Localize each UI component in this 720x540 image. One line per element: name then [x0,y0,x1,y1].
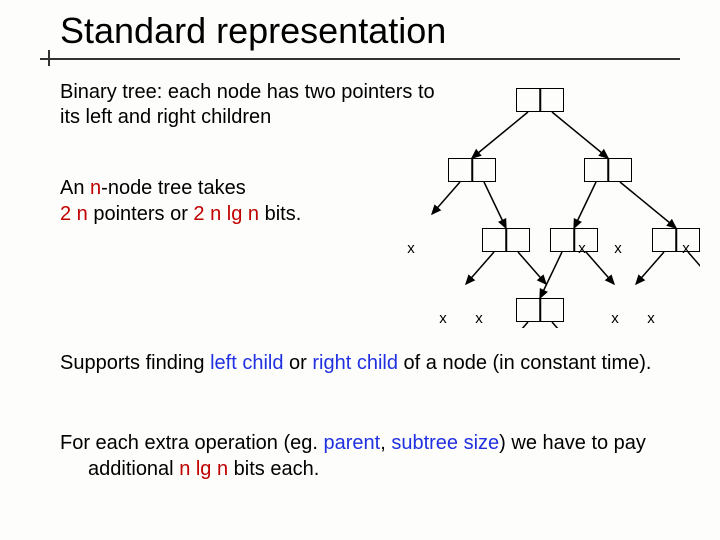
p4-subtree: subtree size [391,432,499,454]
null-marker: x [575,241,589,256]
tree-node [482,228,530,252]
p3-text2: or [283,352,312,374]
p3-right: right child [312,352,398,374]
p2-text3: pointers or [88,203,194,225]
null-marker: x [644,311,658,326]
p3-text3: of a node (in constant time). [398,352,651,374]
tree-diagram: x x x x x x x x [370,88,700,328]
p3-text: Supports finding [60,352,210,374]
p4-nlgn: n lg n [179,458,228,480]
tree-edges [370,88,700,328]
tree-node [550,228,598,252]
null-marker: x [679,241,693,256]
p3-left: left child [210,352,283,374]
p2-text: An [60,177,90,199]
null-marker: x [611,241,625,256]
title-tick [48,50,50,66]
title-underline [40,58,680,60]
p2-2n: 2 n [60,203,88,225]
tree-node [584,158,632,182]
tree-node [516,88,564,112]
p2-n: n [90,177,101,199]
p4-text: For each extra operation (eg. [60,432,323,454]
null-marker: x [404,241,418,256]
p2-text4: bits. [259,203,301,225]
cost-paragraph: An n-node tree takes 2 n pointers or 2 n… [60,175,370,227]
null-marker: x [608,311,622,326]
tree-node [516,298,564,322]
tree-node [448,158,496,182]
p2-text2: -node tree takes [101,177,246,199]
extra-paragraph: For each extra operation (eg. parent, su… [60,430,708,482]
null-marker: x [472,311,486,326]
p4-parent: parent [323,432,380,454]
p4-text2: , [380,432,391,454]
p2-2nlgn: 2 n lg n [193,203,259,225]
p4-text4: bits each. [228,458,319,480]
supports-paragraph: Supports finding left child or right chi… [60,350,698,376]
page-title: Standard representation [60,10,446,52]
null-marker: x [436,311,450,326]
